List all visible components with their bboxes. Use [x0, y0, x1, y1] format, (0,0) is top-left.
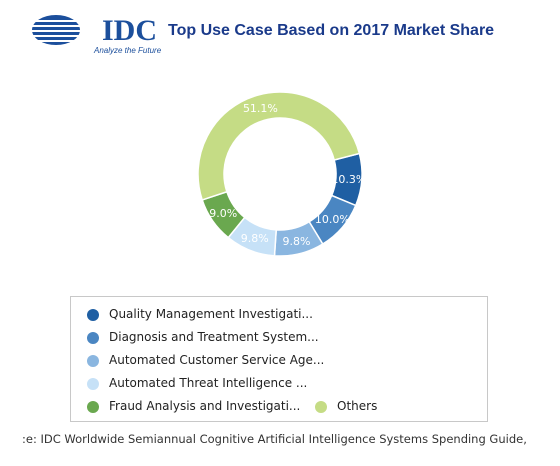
- legend-item-2[interactable]: Diagnosis and Treatment System...: [109, 330, 319, 344]
- legend-item-4[interactable]: Automated Threat Intelligence ...: [109, 376, 308, 390]
- legend-marker-3: [87, 355, 99, 367]
- chart-legend: Quality Management Investigati... Diagnos…: [70, 296, 488, 422]
- legend-marker-6: [315, 401, 327, 413]
- idc-logo: IDC Analyze the Future: [28, 10, 161, 55]
- slice-label-1: 10.3%: [331, 173, 366, 186]
- donut-chart: 10.3% 10.0% 9.8% 9.8% 9.0% 51.1%: [197, 91, 366, 256]
- globe-icon: [30, 15, 82, 45]
- legend-marker-2: [87, 332, 99, 344]
- source-note: :e: IDC Worldwide Semiannual Cognitive A…: [22, 432, 527, 446]
- legend-marker-1: [87, 309, 99, 321]
- legend-item-3[interactable]: Automated Customer Service Age...: [109, 353, 325, 367]
- slice-label-4: 9.8%: [241, 232, 269, 245]
- logo-tagline: Analyze the Future: [94, 46, 162, 55]
- slice-label-6: 51.1%: [243, 102, 278, 115]
- slice-label-5: 9.0%: [209, 207, 237, 220]
- chart-title: Top Use Case Based on 2017 Market Share: [168, 22, 495, 39]
- legend-item-1[interactable]: Quality Management Investigati...: [109, 307, 313, 321]
- legend-item-6[interactable]: Others: [337, 399, 378, 413]
- legend-marker-5: [87, 401, 99, 413]
- slice-label-3: 9.8%: [282, 235, 310, 248]
- legend-marker-4: [87, 378, 99, 390]
- slice-label-2: 10.0%: [315, 213, 350, 226]
- logo-wordmark: IDC: [102, 14, 158, 47]
- legend-item-5[interactable]: Fraud Analysis and Investigati...: [109, 399, 301, 413]
- donut-slice-6[interactable]: [197, 91, 361, 201]
